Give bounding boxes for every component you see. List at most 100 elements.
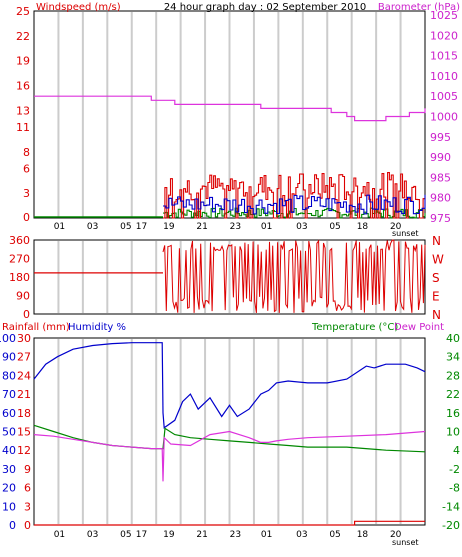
temperature-tick-label: 28 (446, 369, 460, 382)
rain-tick-label: 24 (17, 369, 31, 382)
humidity-tick-label: 50 (2, 426, 16, 439)
rain-tick-label: 18 (17, 407, 31, 420)
x-tick-label-top: 23 (230, 222, 241, 232)
baro-tick-label: 1000 (430, 111, 458, 124)
temperature-tick-label: 22 (446, 388, 460, 401)
wind-tick-label: 3 (23, 187, 30, 200)
wind-tick-label: 13 (16, 104, 30, 117)
temperature-axis-label: Temperature (°C) (311, 322, 398, 333)
sunset-label-bottom: sunset (392, 538, 419, 547)
baro-tick-label: 985 (430, 171, 451, 184)
temperature-tick-label: -14 (442, 500, 460, 513)
wind-average-line (163, 194, 426, 215)
temperature-tick-label: -8 (449, 482, 460, 495)
chart-title: 24 hour graph day : 02 September 2010 (164, 2, 366, 13)
rain-tick-label: 27 (17, 351, 31, 364)
compass-label: N (432, 234, 441, 248)
baro-tick-label: 1015 (430, 50, 458, 63)
rain-tick-label: 12 (17, 444, 31, 457)
wind-tick-label: 8 (23, 146, 30, 159)
dewpoint-line (33, 430, 426, 482)
humidity-tick-label: 20 (2, 482, 16, 495)
humidity-axis-label: Humidity % (68, 322, 126, 333)
x-tick-label-bottom: 05 (120, 530, 131, 540)
barometer-axis-label: Barometer (hPa) (378, 2, 460, 13)
x-tick-label-bottom: 03 (87, 530, 98, 540)
x-tick-label-top: 03 (87, 222, 98, 232)
wind-tick-label: 0 (23, 211, 30, 224)
temperature-tick-label: 4 (453, 444, 460, 457)
rain-tick-label: 0 (24, 519, 31, 532)
x-tick-label-top: 01 (261, 222, 272, 232)
compass-label: S (432, 271, 440, 285)
x-tick-label-bottom: 21 (196, 530, 207, 540)
humidity-tick-label: 90 (2, 351, 16, 364)
rain-tick-label: 3 (24, 500, 31, 513)
x-tick-label-bottom: 18 (357, 530, 369, 540)
direction-tick-label: 90 (16, 290, 30, 303)
baro-tick-label: 975 (430, 212, 451, 225)
temperature-tick-label: -20 (442, 519, 460, 532)
humidity-tick-label: 60 (2, 407, 16, 420)
x-tick-label-top: 01 (54, 222, 65, 232)
baro-tick-label: 1010 (430, 70, 458, 83)
windspeed-axis-label: Windspeed (m/s) (36, 2, 121, 13)
x-tick-label-bottom: 03 (296, 530, 307, 540)
x-tick-label-top: 03 (296, 222, 307, 232)
direction-tick-label: 0 (23, 308, 30, 321)
wind-tick-label: 6 (23, 162, 30, 175)
compass-label: W (432, 253, 444, 267)
baro-tick-label: 1020 (430, 29, 458, 42)
x-tick-label-bottom: 05 (329, 530, 340, 540)
x-tick-label-bottom: 17 (136, 530, 147, 540)
barometer-line (34, 95, 426, 122)
wind-tick-label: 16 (16, 80, 30, 93)
x-tick-label-bottom: 01 (261, 530, 272, 540)
wind-tick-label: 19 (16, 55, 30, 68)
rain-tick-label: 9 (24, 463, 31, 476)
rain-tick-label: 30 (17, 332, 31, 345)
temperature-tick-label: 10 (446, 426, 460, 439)
x-tick-label-bottom: 01 (54, 530, 65, 540)
x-tick-label-top: 05 (120, 222, 131, 232)
rain-tick-label: 15 (17, 426, 31, 439)
humidity-tick-label: 30 (2, 463, 16, 476)
baro-tick-label: 990 (430, 151, 451, 164)
x-tick-label-top: 21 (196, 222, 207, 232)
temperature-tick-label: 40 (446, 332, 460, 345)
direction-tick-label: 360 (9, 234, 30, 247)
x-tick-label-top: 18 (357, 222, 369, 232)
humidity-tick-label: 40 (2, 444, 16, 457)
rain-tick-label: 21 (17, 388, 31, 401)
wind-speed-line (163, 207, 426, 219)
x-tick-label-bottom: 19 (163, 530, 175, 540)
baro-tick-label: 1025 (430, 9, 458, 22)
direction-tick-label: 180 (9, 271, 30, 284)
temperature-tick-label: -2 (449, 463, 460, 476)
humidity-tick-label: 0 (9, 519, 16, 532)
humidity-tick-label: 70 (2, 388, 16, 401)
humidity-tick-label: 80 (2, 369, 16, 382)
x-tick-label-bottom: 23 (230, 530, 241, 540)
x-tick-label-bottom: 20 (390, 530, 402, 540)
baro-tick-label: 980 (430, 192, 451, 205)
direction-tick-label: 270 (9, 253, 30, 266)
dewpoint-axis-label: Dew Point (394, 322, 444, 333)
wind-tick-label: 11 (16, 121, 30, 134)
rain-tick-label: 6 (24, 482, 31, 495)
x-tick-label-top: 17 (136, 222, 147, 232)
rainfall-axis-label: Rainfall (mm) (2, 322, 70, 333)
x-tick-label-top: 20 (390, 222, 402, 232)
baro-tick-label: 1005 (430, 90, 458, 103)
temperature-tick-label: 34 (446, 351, 460, 364)
rainfall-line (34, 520, 425, 526)
x-tick-label-top: 05 (329, 222, 340, 232)
wind-tick-label: 22 (16, 30, 30, 43)
temperature-tick-label: 16 (446, 407, 460, 420)
compass-label: E (432, 290, 440, 304)
humidity-tick-label: 100 (0, 332, 16, 345)
compass-label: N (432, 308, 441, 322)
x-tick-label-top: 19 (163, 222, 175, 232)
direction-oscillation-line (162, 239, 426, 313)
